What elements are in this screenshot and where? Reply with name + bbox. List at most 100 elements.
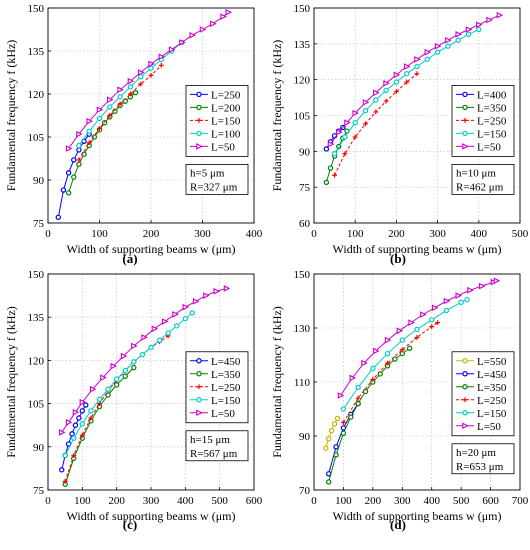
data-point — [333, 444, 339, 450]
x-axis-label: Width of supporting beams w (μm) — [333, 509, 502, 523]
y-tick-label: 135 — [28, 46, 45, 58]
data-point — [71, 435, 77, 441]
data-point — [383, 98, 389, 104]
data-point — [414, 326, 420, 333]
y-tick-label: 150 — [28, 3, 45, 15]
legend-label: L=250 — [211, 89, 241, 101]
data-point — [385, 360, 390, 366]
x-tick-label: 500 — [453, 495, 470, 507]
x-tick-label: 0 — [311, 228, 317, 240]
data-point — [394, 89, 399, 95]
series-group — [323, 11, 504, 186]
data-point — [83, 402, 89, 408]
data-point — [429, 324, 435, 330]
data-point — [72, 408, 80, 416]
series-line-4 — [342, 322, 438, 423]
legend-label: L=350 — [211, 369, 241, 381]
x-tick-label: 300 — [194, 228, 211, 240]
data-point — [352, 119, 358, 126]
data-point — [55, 214, 62, 220]
series-group — [323, 277, 501, 485]
data-point — [424, 56, 430, 63]
data-point — [65, 419, 73, 426]
data-point — [493, 277, 501, 285]
legend-label: L=250 — [211, 382, 241, 394]
data-point — [335, 128, 343, 136]
legend-label: L=150 — [211, 395, 241, 407]
data-point — [113, 376, 120, 382]
data-point — [344, 119, 351, 126]
annotation-box — [185, 163, 249, 195]
y-tick-label: 120 — [294, 75, 311, 87]
data-point — [137, 74, 144, 80]
y-tick-label: 110 — [294, 377, 311, 389]
series-line-3 — [78, 64, 162, 161]
x-tick-label: 500 — [211, 495, 228, 507]
data-point — [58, 429, 66, 436]
legend-marker — [196, 384, 202, 390]
data-point — [189, 31, 197, 39]
legend-label: L=450 — [211, 356, 241, 368]
data-point — [174, 323, 180, 329]
data-point — [326, 479, 332, 485]
annotation-radius: R=327 μm — [190, 181, 238, 193]
x-tick-label: 300 — [429, 228, 446, 240]
data-point — [420, 311, 427, 318]
data-point — [96, 396, 103, 402]
data-point — [445, 36, 452, 44]
data-point — [455, 37, 461, 43]
legend-marker — [462, 384, 468, 390]
data-point — [370, 376, 376, 382]
data-point — [496, 11, 504, 19]
data-point — [434, 42, 442, 50]
legend-marker — [462, 143, 469, 150]
x-tick-label: 200 — [108, 495, 125, 507]
data-point — [323, 146, 330, 152]
data-point — [86, 140, 92, 146]
data-point — [434, 49, 441, 55]
data-point — [334, 415, 341, 422]
data-point — [406, 345, 413, 351]
y-tick-label: 90 — [299, 146, 311, 158]
series-line-4 — [64, 312, 193, 456]
data-point — [122, 373, 128, 379]
x-tick-label: 600 — [246, 495, 263, 507]
legend-marker — [196, 91, 202, 98]
data-point — [79, 421, 86, 427]
y-tick-label: 105 — [294, 111, 311, 123]
data-point — [117, 86, 124, 93]
data-point — [117, 101, 123, 107]
data-point — [137, 69, 145, 76]
data-point — [192, 298, 200, 305]
data-point — [113, 382, 120, 388]
data-point — [403, 63, 411, 70]
x-axis-label: Width of supporting beams w (μm) — [333, 242, 502, 256]
data-point — [107, 104, 113, 110]
data-point — [362, 108, 369, 114]
legend-marker — [462, 118, 468, 123]
legend-marker — [196, 397, 202, 403]
y-tick-label: 135 — [28, 312, 45, 324]
x-tick-label: 400 — [246, 228, 263, 240]
legend-label: L=250 — [477, 395, 507, 407]
legend-label: L=150 — [477, 128, 507, 140]
x-tick-label: 100 — [335, 495, 352, 507]
data-point — [138, 81, 144, 87]
y-tick-label: 60 — [299, 218, 311, 230]
legend-marker — [196, 130, 202, 137]
legend-label: L=450 — [477, 369, 507, 381]
data-point — [76, 161, 82, 167]
y-tick-label: 90 — [299, 431, 311, 443]
data-point — [408, 319, 415, 326]
x-tick-label: 400 — [423, 495, 440, 507]
data-point — [399, 347, 405, 352]
data-point — [383, 79, 390, 87]
y-tick-label: 105 — [28, 132, 45, 144]
data-point — [132, 89, 139, 96]
legend-label: L=150 — [211, 115, 241, 127]
data-point — [342, 134, 348, 140]
x-tick-label: 200 — [365, 495, 382, 507]
data-point — [455, 292, 463, 299]
data-point — [476, 21, 483, 29]
